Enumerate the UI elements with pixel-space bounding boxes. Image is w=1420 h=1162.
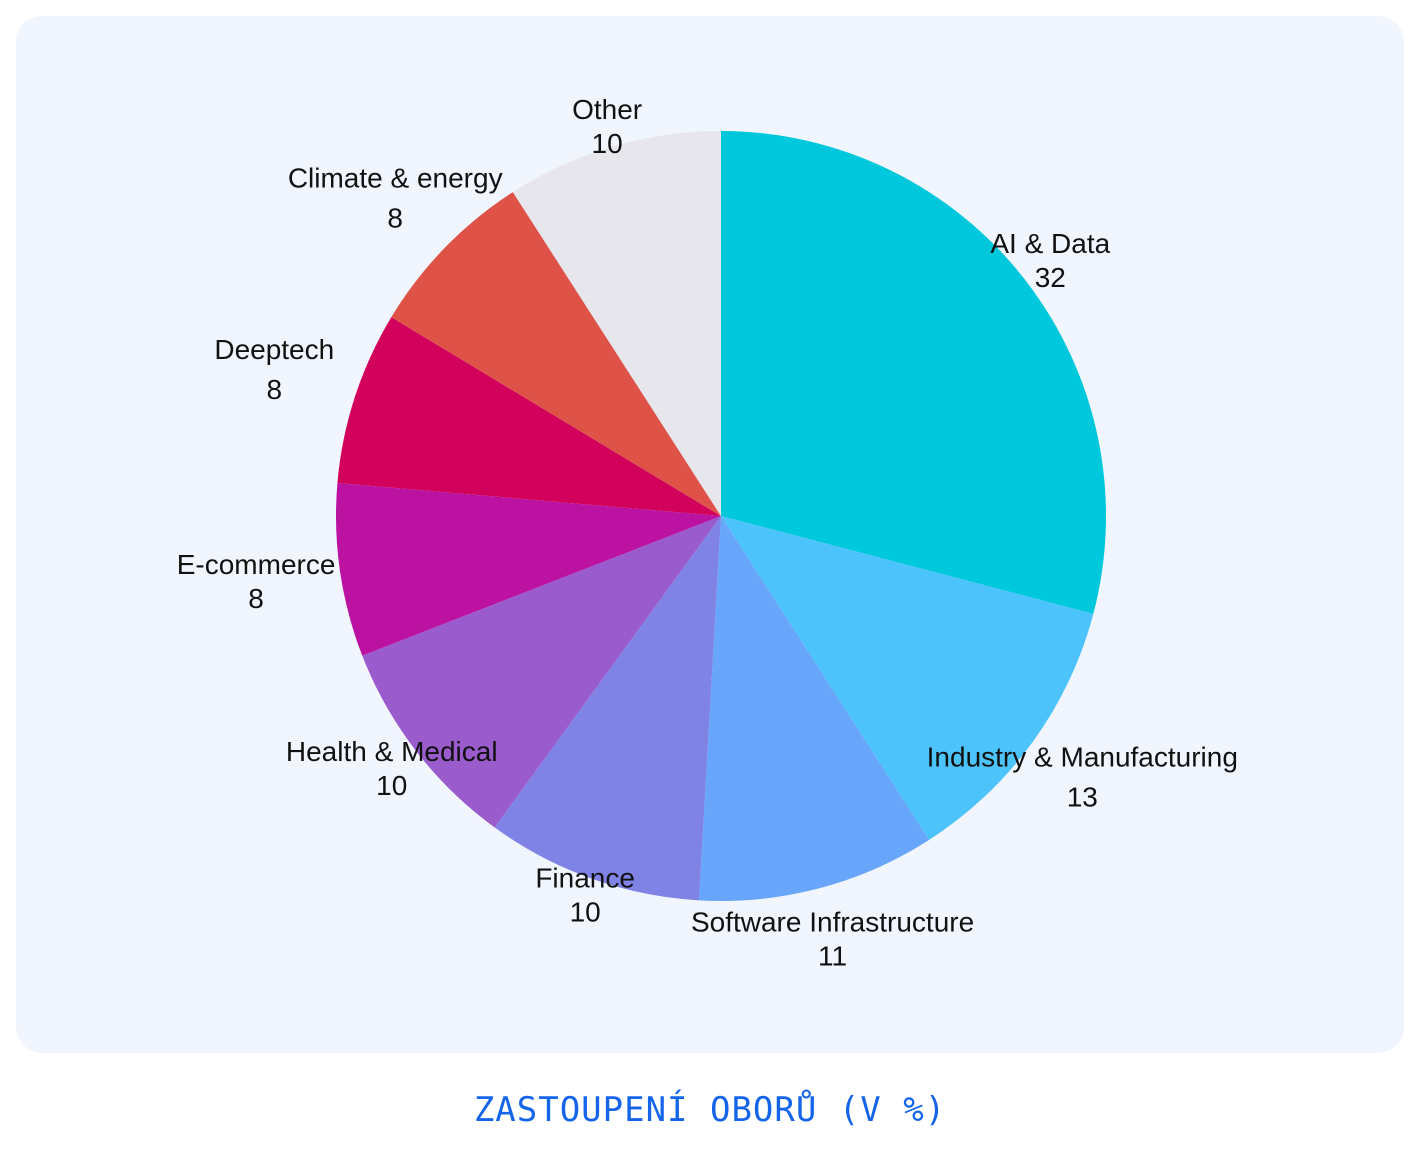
slice-label-industry-and-manufacturing: Industry & Manufacturing [927,742,1238,773]
slice-label-finance: Finance [535,863,635,894]
slice-value-deeptech: 8 [266,374,282,405]
pie-slice-e-commerce [336,483,721,656]
pie-slice-software-infrastructure [699,516,930,901]
pie-slice-finance [494,516,721,901]
pie-slice-other [512,131,721,516]
slice-value-e-commerce: 8 [248,583,264,614]
pie-slice-health-and-medical [362,516,721,828]
slice-value-climate-and-energy: 8 [387,202,403,233]
chart-title: ZASTOUPENÍ OBORŮ (V %) [473,1090,947,1130]
pie-slice-climate-and-energy [391,192,721,517]
pie-slices [336,131,1106,901]
slice-label-health-and-medical: Health & Medical [286,736,498,767]
slice-label-deeptech: Deeptech [214,334,334,365]
slice-label-ai-and-data: AI & Data [990,228,1110,259]
slice-value-health-and-medical: 10 [376,770,407,801]
slice-value-software-infrastructure: 11 [818,940,847,971]
slice-value-industry-and-manufacturing: 13 [1067,782,1098,813]
pie-slice-deeptech [337,317,721,516]
slice-value-other: 10 [592,128,623,159]
pie-slice-industry-and-manufacturing [721,516,1094,840]
slice-label-climate-and-energy: Climate & energy [288,162,503,193]
slice-label-e-commerce: E-commerce [177,549,336,580]
slice-value-ai-and-data: 32 [1035,262,1066,293]
slice-value-finance: 10 [570,897,601,928]
slice-label-other: Other [572,94,642,125]
slice-label-software-infrastructure: Software Infrastructure [691,906,974,937]
pie-slice-ai-and-data [721,131,1106,614]
